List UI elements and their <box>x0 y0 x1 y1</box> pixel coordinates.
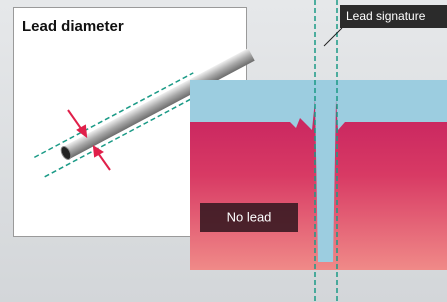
panel-title: Lead diameter <box>22 18 124 35</box>
signal-image <box>190 80 447 270</box>
signature-label: Lead signature <box>346 9 426 23</box>
no-lead-label: No lead <box>227 209 272 224</box>
diagram: Lead diameter No lead Lead signature <box>0 0 447 302</box>
page: Lead diameter No lead Lead signature (()… <box>0 0 447 302</box>
